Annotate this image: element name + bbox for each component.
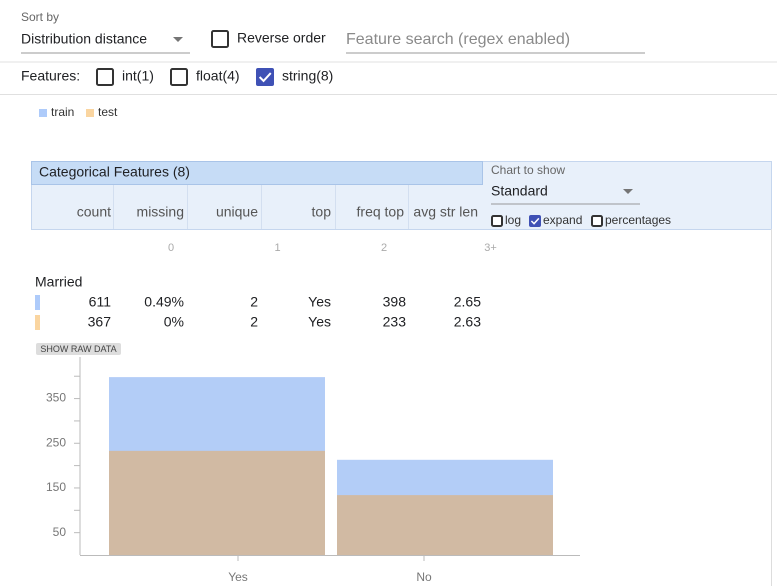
y-tick-label: 350 bbox=[46, 391, 66, 405]
feature-filter-checkbox[interactable] bbox=[96, 68, 114, 86]
cell: 2.65 bbox=[454, 294, 481, 310]
raw-data-button[interactable] bbox=[36, 343, 121, 355]
scale-label: 3+ bbox=[484, 242, 497, 254]
table-title: Categorical Features (8) bbox=[39, 164, 190, 180]
feature-name: Married bbox=[35, 274, 82, 290]
check-mark bbox=[258, 72, 272, 83]
column-header: freq top bbox=[357, 204, 405, 220]
sort-dropdown[interactable]: Distribution distance bbox=[21, 31, 147, 47]
chart-option-checkbox[interactable] bbox=[529, 215, 541, 227]
reverse-checkbox[interactable] bbox=[211, 30, 229, 48]
reverse-label: Reverse order bbox=[237, 30, 326, 46]
feature-filter-label: int(1) bbox=[122, 68, 154, 84]
chart-option-label: expand bbox=[543, 213, 582, 227]
cell: 2 bbox=[250, 314, 258, 330]
bar bbox=[109, 450, 325, 555]
chart-option-checkbox[interactable] bbox=[491, 215, 503, 227]
row-color-marker bbox=[35, 295, 40, 310]
feature-filter-label: float(4) bbox=[196, 68, 240, 84]
legend-label: train bbox=[51, 105, 74, 119]
y-tick-label: 150 bbox=[46, 480, 66, 494]
legend-swatch bbox=[86, 109, 94, 117]
cell: 611 bbox=[89, 294, 112, 310]
chart-option-label: log bbox=[505, 213, 521, 227]
cell: 398 bbox=[383, 294, 407, 310]
table-title-cell bbox=[31, 161, 483, 185]
feature-filter-checkbox[interactable] bbox=[256, 68, 274, 86]
dropdown-arrow bbox=[173, 37, 183, 42]
column-header: top bbox=[312, 204, 332, 220]
y-tick-label: 50 bbox=[53, 525, 67, 539]
raw-data-button-label: SHOW RAW DATA bbox=[40, 344, 116, 354]
cell: 367 bbox=[88, 314, 112, 330]
chart-dropdown[interactable]: Standard bbox=[491, 183, 548, 199]
scale-label: 0 bbox=[168, 242, 174, 254]
legend-swatch bbox=[39, 109, 47, 117]
chart-option-checkbox[interactable] bbox=[591, 215, 603, 227]
search-input[interactable]: Feature search (regex enabled) bbox=[346, 31, 570, 48]
column-header: avg str len bbox=[413, 204, 478, 220]
chart-option-label: percentages bbox=[605, 213, 671, 227]
cell: 0.49% bbox=[144, 294, 184, 310]
column-header: missing bbox=[137, 204, 184, 220]
cell: 233 bbox=[383, 314, 407, 330]
check-mark bbox=[530, 217, 540, 225]
row-color-marker bbox=[35, 315, 40, 330]
chart-to-show-label: Chart to show bbox=[491, 163, 565, 177]
features-label: Features: bbox=[21, 68, 80, 84]
x-tick-label: No bbox=[416, 570, 432, 584]
x-tick-label: Yes bbox=[228, 570, 248, 584]
feature-filter-label: string(8) bbox=[282, 68, 333, 84]
scale-label: 1 bbox=[274, 242, 280, 254]
cell: 2.63 bbox=[454, 314, 481, 330]
y-tick-label: 250 bbox=[46, 435, 66, 449]
cell: 0% bbox=[164, 314, 184, 330]
cell: 2 bbox=[250, 294, 258, 310]
cell: Yes bbox=[308, 294, 331, 310]
sort-label: Sort by bbox=[21, 10, 59, 24]
feature-filter-checkbox[interactable] bbox=[170, 68, 188, 86]
column-header: count bbox=[77, 204, 111, 220]
scale-label: 2 bbox=[381, 242, 387, 254]
bar bbox=[337, 495, 553, 555]
legend-label: test bbox=[98, 105, 118, 119]
cell: Yes bbox=[308, 314, 331, 330]
column-header: unique bbox=[216, 204, 258, 220]
dropdown-arrow bbox=[623, 189, 633, 194]
